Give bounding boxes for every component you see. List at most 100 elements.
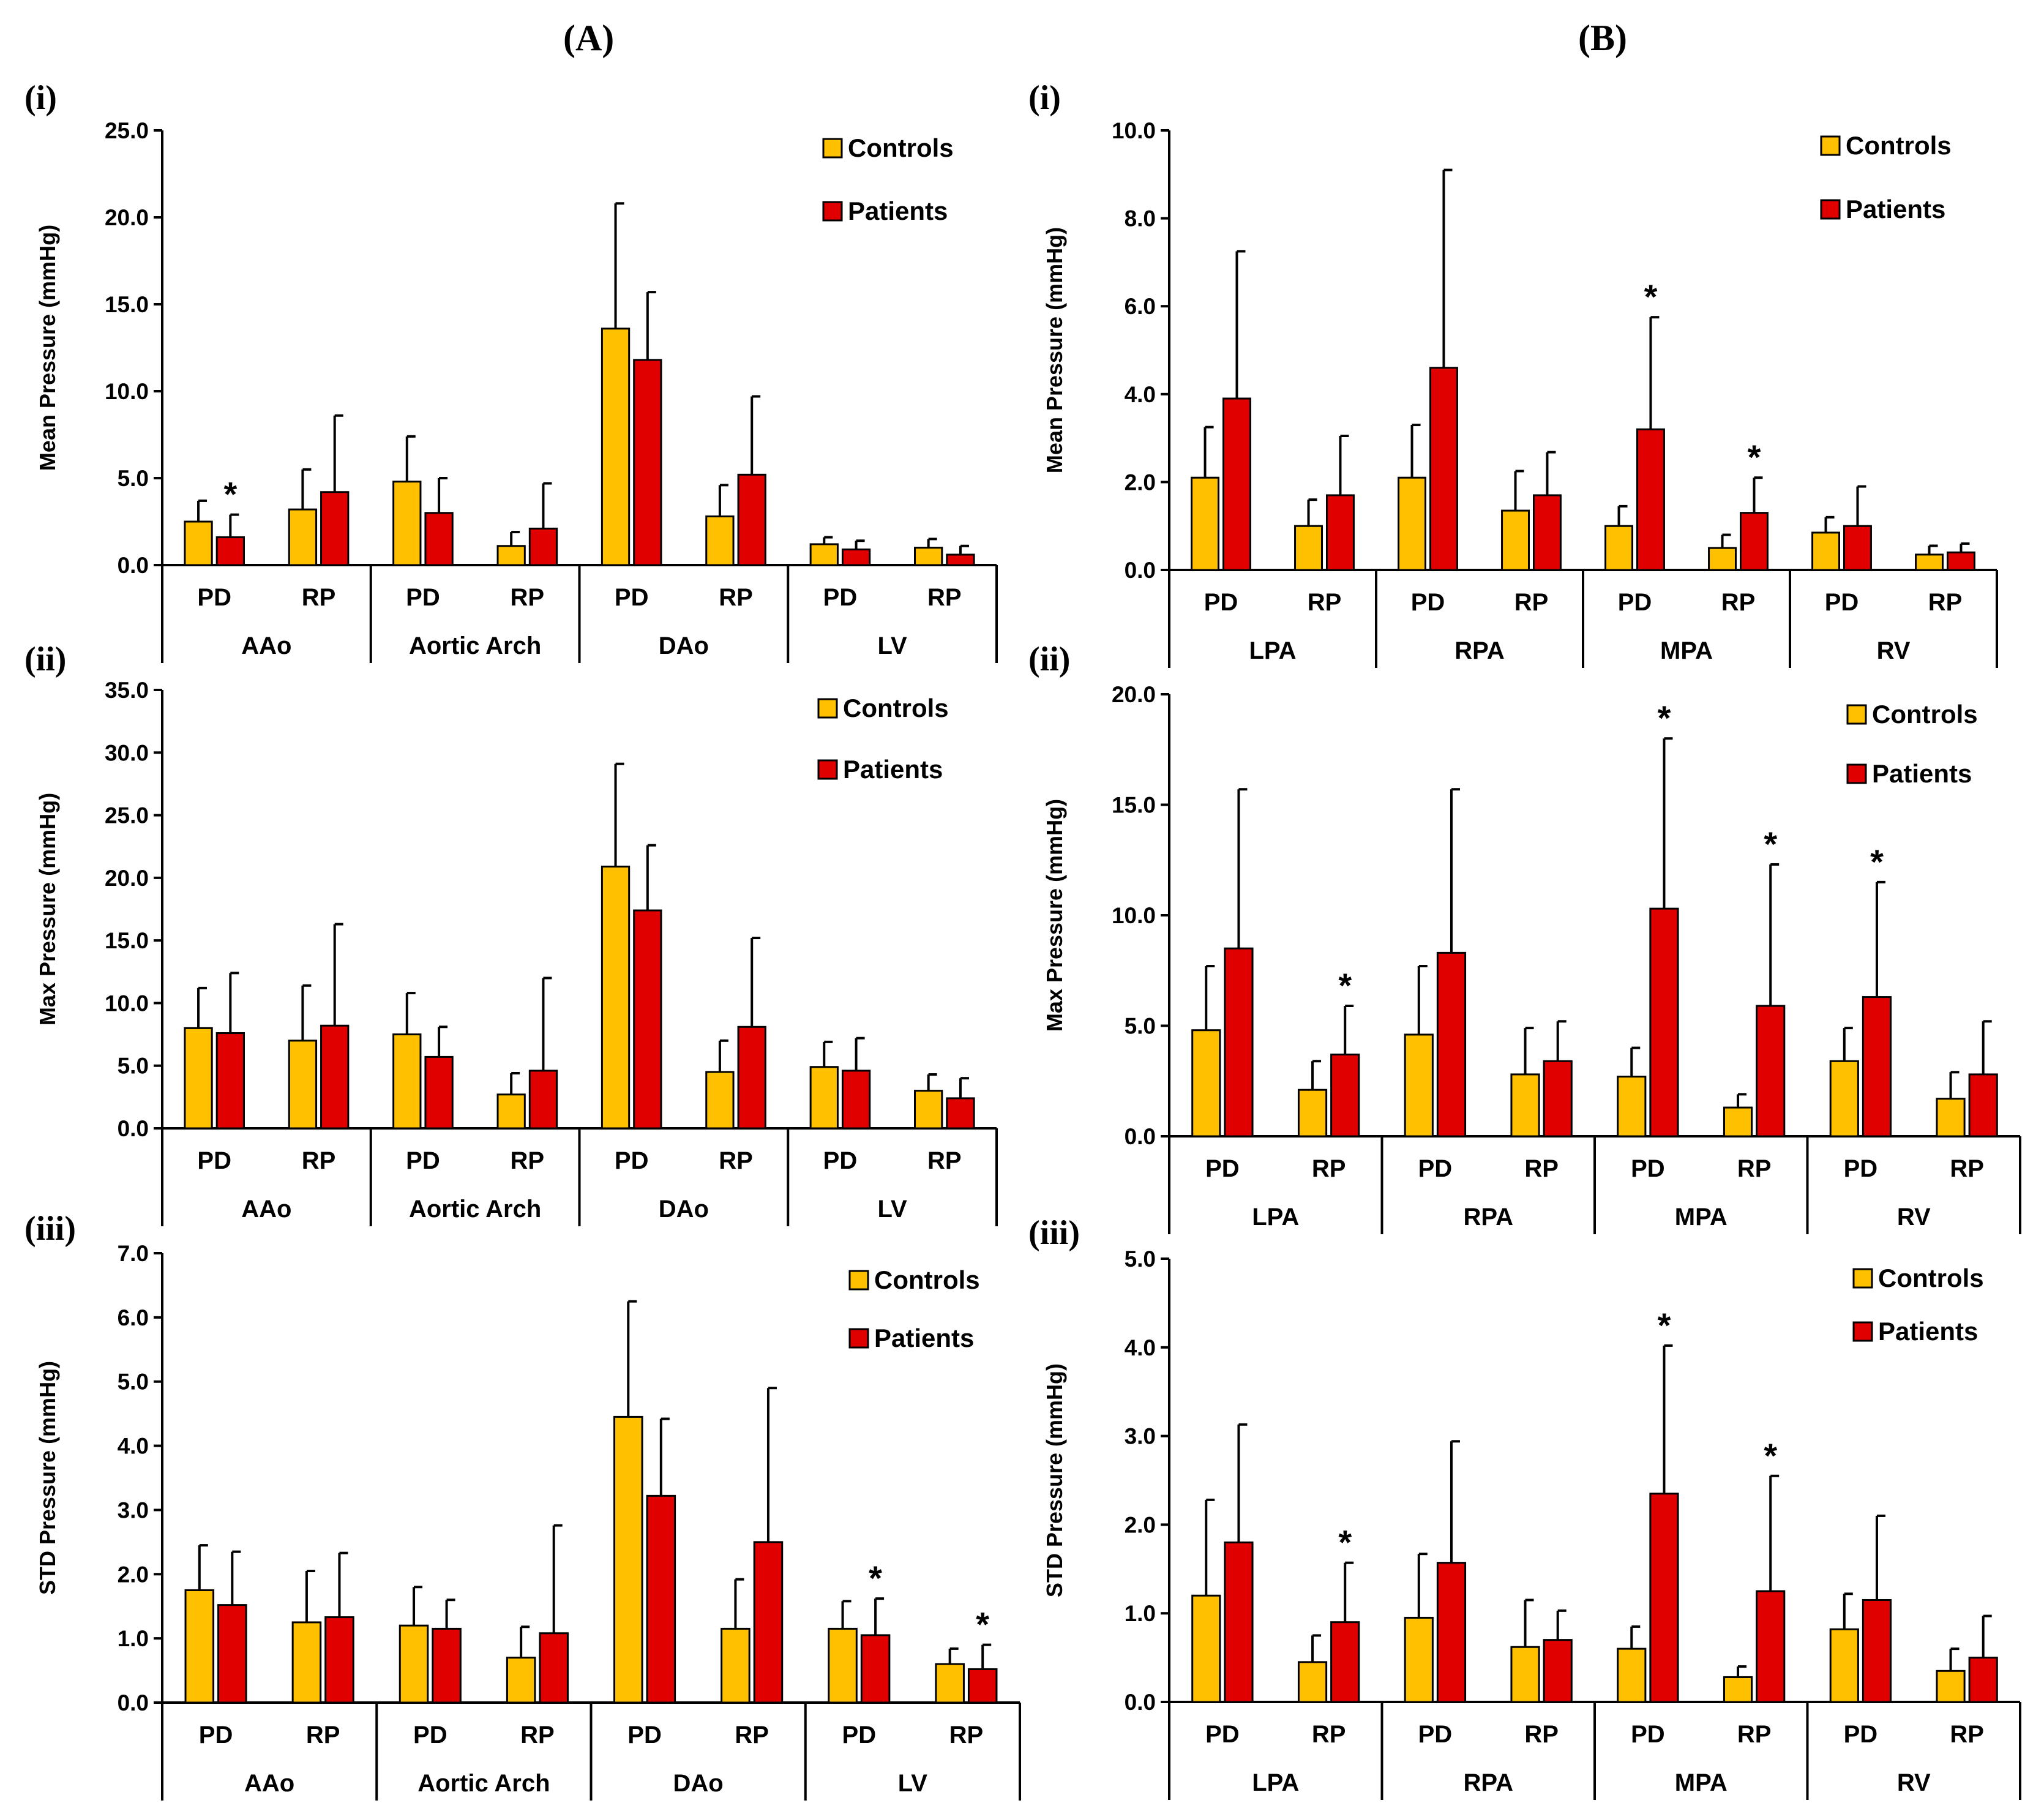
patients-bar bbox=[646, 1494, 676, 1704]
y-tick-label: 1.0 bbox=[118, 1626, 149, 1651]
controls-bar bbox=[1501, 509, 1530, 571]
patients-bar bbox=[424, 1055, 454, 1130]
patients-bar bbox=[633, 359, 662, 566]
y-tick-label: 10.0 bbox=[1112, 118, 1156, 143]
patients-bar bbox=[1326, 494, 1355, 571]
controls-bar bbox=[1191, 1594, 1221, 1703]
controls-bar bbox=[1294, 525, 1323, 571]
x-subcategory-label: PD bbox=[1618, 589, 1652, 616]
x-subcategory-label: PD bbox=[1205, 1155, 1240, 1182]
controls-bar bbox=[1617, 1076, 1647, 1137]
controls-bar bbox=[1404, 1033, 1434, 1137]
controls-bar bbox=[291, 1621, 322, 1704]
column-header-b: (B) bbox=[1578, 18, 1627, 58]
controls-bar bbox=[1297, 1089, 1328, 1137]
x-subcategory-label: PD bbox=[413, 1722, 447, 1748]
patients-bar bbox=[737, 473, 766, 566]
controls-bar bbox=[705, 1071, 735, 1130]
x-group-label: Aortic Arch bbox=[409, 632, 541, 659]
x-subcategory-label: RP bbox=[949, 1722, 984, 1748]
patients-bar bbox=[1533, 494, 1562, 571]
x-subcategory-label: RP bbox=[927, 584, 962, 611]
controls-bar bbox=[1936, 1098, 1966, 1137]
y-tick-label: 4.0 bbox=[1125, 1335, 1156, 1360]
x-subcategory-label: RP bbox=[511, 584, 545, 611]
x-subcategory-label: PD bbox=[199, 1722, 233, 1748]
patients-bar bbox=[1436, 1562, 1467, 1703]
legend-patients-label: Patients bbox=[874, 1324, 974, 1352]
x-subcategory-label: PD bbox=[615, 584, 649, 611]
controls-bar bbox=[1191, 1029, 1221, 1137]
controls-bar bbox=[496, 545, 526, 566]
y-tick-label: 3.0 bbox=[118, 1497, 149, 1523]
legend-controls-label: Controls bbox=[1872, 700, 1978, 729]
controls-bar bbox=[184, 1589, 215, 1704]
x-group-label: LPA bbox=[1249, 637, 1296, 664]
legend-controls-label: Controls bbox=[1846, 131, 1952, 160]
x-group-label: AAo bbox=[244, 1770, 294, 1797]
patients-bar bbox=[841, 1070, 871, 1130]
x-subcategory-label: PD bbox=[406, 1147, 440, 1174]
controls-bar bbox=[1723, 1676, 1753, 1703]
patients-bar bbox=[324, 1616, 354, 1704]
legend-controls-swatch bbox=[1846, 704, 1867, 725]
patients-bar bbox=[841, 548, 871, 566]
patients-bar bbox=[1330, 1621, 1360, 1703]
x-subcategory-label: RP bbox=[1737, 1721, 1772, 1748]
y-tick-label: 10.0 bbox=[105, 991, 149, 1016]
legend-controls-swatch bbox=[1820, 135, 1841, 156]
panel-label: (i) bbox=[24, 79, 57, 117]
x-subcategory-label: RP bbox=[719, 584, 753, 611]
x-subcategory-label: RP bbox=[1524, 1155, 1559, 1182]
patients-bar bbox=[1756, 1005, 1786, 1137]
x-subcategory-label: RP bbox=[306, 1722, 340, 1748]
y-tick-label: 3.0 bbox=[1125, 1424, 1156, 1449]
legend-patients-swatch bbox=[822, 201, 843, 222]
significance-marker: * bbox=[1764, 1436, 1777, 1475]
y-axis-label: Max Pressure (mmHg) bbox=[35, 793, 60, 1025]
y-tick-label: 8.0 bbox=[1125, 206, 1156, 231]
chart-b-iii: (iii) 0.0 1.0 2.0 3.0 4.0 5.0 STD Pressure (mmH… bbox=[1028, 1214, 2021, 1800]
x-subcategory-label: RP bbox=[302, 1147, 336, 1174]
legend-controls-swatch bbox=[822, 138, 843, 159]
y-axis-label: STD Pressure (mmHg) bbox=[35, 1361, 60, 1595]
controls-bar bbox=[184, 1027, 213, 1130]
controls-bar bbox=[914, 1090, 943, 1130]
chart-a-i: (i) 0.0 5.0 10.0 15.0 20.0 25.0 Mean Pressure (… bbox=[24, 79, 998, 663]
patients-bar bbox=[1436, 951, 1467, 1137]
controls-bar bbox=[601, 865, 631, 1130]
patients-bar bbox=[1543, 1639, 1573, 1703]
significance-marker: * bbox=[1338, 966, 1352, 1005]
controls-bar bbox=[399, 1624, 429, 1704]
y-tick-label: 2.0 bbox=[1125, 1512, 1156, 1537]
controls-bar bbox=[705, 515, 735, 566]
controls-bar bbox=[1398, 476, 1427, 571]
x-group-label: LV bbox=[878, 1196, 907, 1223]
x-subcategory-label: RP bbox=[520, 1722, 555, 1748]
x-group-label: RV bbox=[1877, 637, 1911, 664]
y-tick-label: 35.0 bbox=[105, 678, 149, 703]
significance-marker: * bbox=[869, 1559, 882, 1597]
significance-marker: * bbox=[1764, 825, 1777, 863]
controls-bar bbox=[184, 520, 213, 566]
y-tick-label: 0.0 bbox=[1125, 1124, 1156, 1149]
legend-patients-swatch bbox=[1852, 1321, 1873, 1342]
legend-controls-label: Controls bbox=[848, 133, 954, 162]
x-group-label: DAo bbox=[673, 1770, 724, 1797]
patients-bar bbox=[1862, 1598, 1892, 1703]
x-subcategory-label: PD bbox=[1631, 1155, 1665, 1182]
x-group-label: LV bbox=[878, 632, 907, 659]
y-tick-label: 0.0 bbox=[1125, 558, 1156, 583]
controls-bar bbox=[809, 1066, 839, 1130]
patients-bar bbox=[1862, 996, 1892, 1137]
patients-bar bbox=[424, 512, 454, 566]
y-tick-label: 10.0 bbox=[1112, 903, 1156, 928]
y-tick-label: 5.0 bbox=[118, 1370, 149, 1395]
controls-bar bbox=[935, 1663, 965, 1704]
y-axis-label: STD Pressure (mmHg) bbox=[1042, 1363, 1067, 1597]
patients-bar bbox=[1649, 1493, 1679, 1703]
x-group-label: AAo bbox=[241, 632, 291, 659]
chart-a-iii: (iii) 0.0 1.0 2.0 3.0 4.0 5.0 6.0 7.0 STD Pressur… bbox=[24, 1210, 1021, 1801]
